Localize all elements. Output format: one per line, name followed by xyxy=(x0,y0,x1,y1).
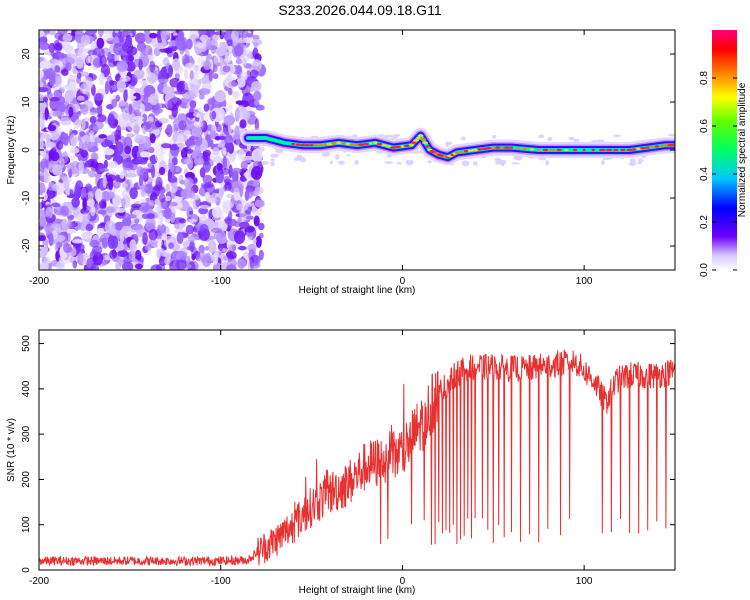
snr-ytick-label: 100 xyxy=(21,516,32,533)
snr-ytick-label: 300 xyxy=(21,425,32,442)
snr-xtick-label: 100 xyxy=(576,576,593,587)
snr-ytick-label: 200 xyxy=(21,471,32,488)
snr-xtick-label: -100 xyxy=(211,576,231,587)
figure-title: S233.2026.044.09.18.G11 xyxy=(278,2,441,18)
snr-ytick-label: 500 xyxy=(21,335,32,352)
snr-frame xyxy=(38,329,676,571)
spectrogram-ylabel: Frequency (Hz) xyxy=(6,116,17,185)
snr-ytick-label: 0 xyxy=(21,567,32,573)
spectrogram-ytick-label: -20 xyxy=(21,238,32,253)
snr-line xyxy=(39,349,675,568)
colorbar-tick-label: 0.4 xyxy=(699,167,710,181)
colorbar-tick-label: 0.0 xyxy=(699,263,710,277)
spectrogram-heatmap xyxy=(39,30,675,270)
snr-panel: -200 -100 0 100 0 100 200 300 400 500 Height of s… xyxy=(6,329,676,596)
colorbar-tick-label: 0.8 xyxy=(699,71,710,85)
snr-xlabel: Height of straight line (km) xyxy=(299,585,416,596)
noise-speckles xyxy=(39,30,267,270)
spectrogram-ytick-label: 10 xyxy=(21,96,32,108)
spectrogram-xtick-label: 0 xyxy=(400,276,406,287)
ridge-hotspots xyxy=(291,134,675,159)
spectrogram-ytick-label: -10 xyxy=(21,190,32,205)
snr-xtick-label: -200 xyxy=(29,576,49,587)
spectrogram-xlabel: Height of straight line (km) xyxy=(299,285,416,296)
spectrogram-xtick-label: 100 xyxy=(576,276,593,287)
colorbar: 0.0 0.2 0.4 0.6 0.8 Normalized spectral ampl… xyxy=(699,30,748,277)
spectrogram-ytick-label: 20 xyxy=(21,48,32,60)
snr-line-area xyxy=(39,349,675,568)
colorbar-label: Normalized spectral amplitude xyxy=(737,82,748,217)
spectrogram-xtick-label: -200 xyxy=(29,276,49,287)
snr-ytick-label: 400 xyxy=(21,380,32,397)
colorbar-gradient xyxy=(712,30,737,270)
snr-xtick-label: 0 xyxy=(400,576,406,587)
snr-ylabel: SNR (10 * v/v) xyxy=(6,418,17,482)
spectrogram-frame xyxy=(38,29,676,271)
spectrogram-xtick-label: -100 xyxy=(211,276,231,287)
colorbar-tick-label: 0.6 xyxy=(699,119,710,133)
colorbar-tick-label: 0.2 xyxy=(699,215,710,229)
spectrogram-ytick-label: 0 xyxy=(21,147,32,153)
